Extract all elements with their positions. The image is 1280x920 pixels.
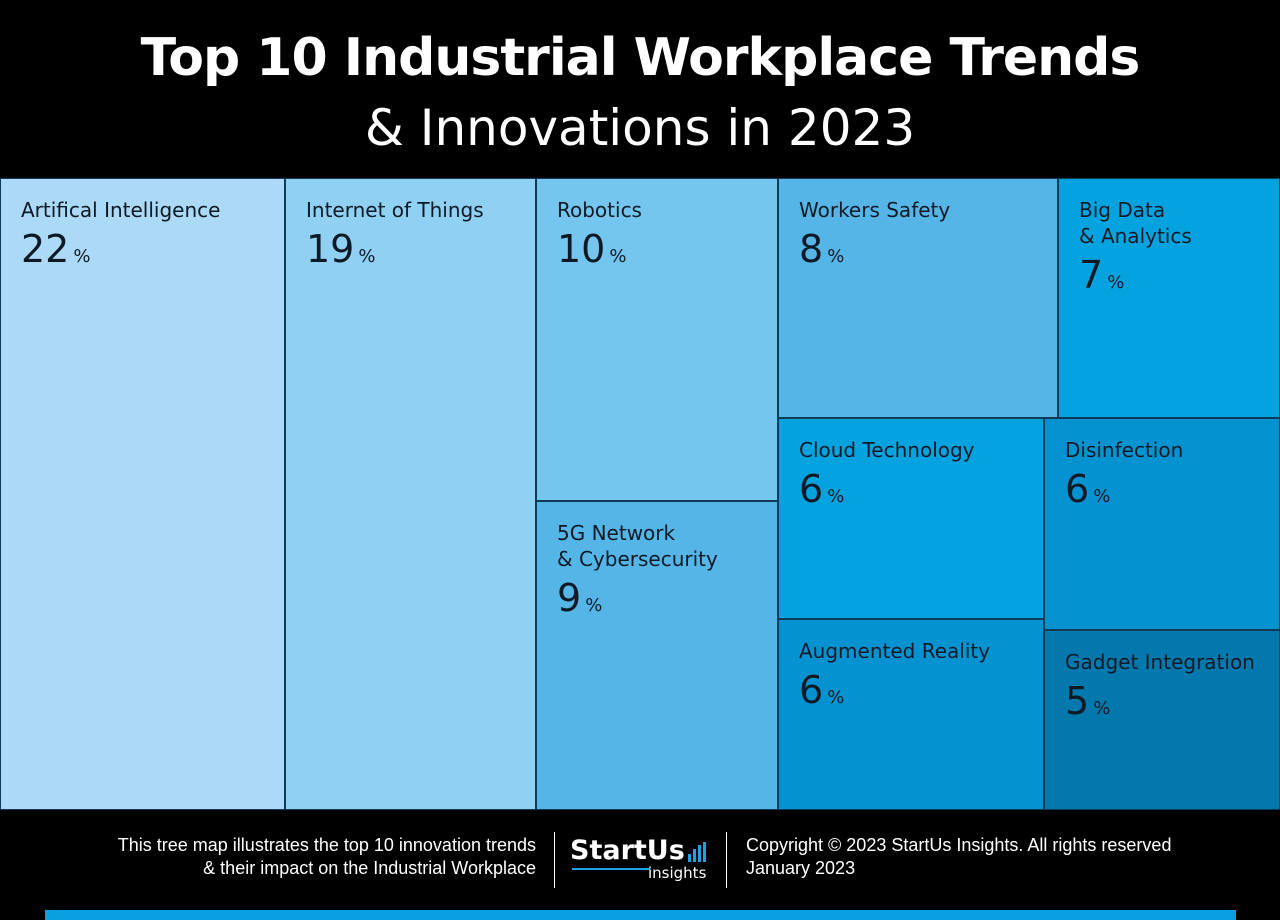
footer-divider-right	[726, 832, 727, 888]
treemap-value-number: 6	[1065, 467, 1090, 511]
startus-insights-logo[interactable]: StartUs insights	[570, 834, 720, 884]
footer-description-line2: & their impact on the Industrial Workpla…	[203, 858, 536, 878]
treemap-value: 8%	[799, 225, 1049, 281]
treemap-label: Big Data & Analytics 7%	[1079, 197, 1271, 307]
treemap-value-number: 22	[21, 227, 70, 271]
treemap-value-number: 6	[799, 467, 824, 511]
footer-copyright-block: Copyright © 2023 StartUs Insights. All r…	[746, 834, 1171, 880]
treemap-value-number: 19	[306, 227, 355, 271]
treemap-label: Augmented Reality 6%	[799, 638, 1035, 722]
percent-sign: %	[585, 595, 603, 616]
treemap-cell-disinfection: Disinfection 6%	[1044, 418, 1280, 630]
treemap-cell-robotics: Robotics 10%	[536, 178, 778, 501]
treemap-label: Workers Safety 8%	[799, 197, 1049, 281]
chart-subtitle: & Innovations in 2023	[364, 99, 916, 157]
footer-description: This tree map illustrates the top 10 inn…	[118, 834, 536, 880]
treemap-cell-artifical-intelligence: Artifical Intelligence 22%	[0, 178, 285, 810]
chart-title: Top 10 Industrial Workplace Trends	[140, 28, 1141, 88]
percent-sign: %	[1107, 272, 1125, 293]
treemap-label: Artifical Intelligence 22%	[21, 197, 276, 281]
percent-sign: %	[827, 246, 845, 267]
percent-sign: %	[827, 687, 845, 708]
treemap: Artifical Intelligence 22% Internet of Thi…	[0, 178, 1280, 810]
treemap-value: 10%	[557, 225, 769, 281]
treemap-cell-gadget-integration: Gadget Integration 5%	[1044, 630, 1280, 810]
treemap-value-number: 9	[557, 576, 582, 620]
treemap-label: Gadget Integration 5%	[1065, 649, 1271, 733]
copyright-text: Copyright © 2023 StartUs Insights. All r…	[746, 835, 1172, 855]
treemap-value-number: 10	[557, 227, 606, 271]
logo-wordmark: StartUs	[570, 835, 685, 866]
treemap-cell-augmented-reality: Augmented Reality 6%	[778, 619, 1044, 810]
treemap-value: 6%	[1065, 465, 1271, 521]
date-text: January 2023	[746, 858, 856, 878]
treemap-value: 9%	[557, 574, 769, 630]
treemap-value: 6%	[799, 465, 1035, 521]
treemap-label: Disinfection 6%	[1065, 437, 1271, 521]
treemap-cell-workers-safety: Workers Safety 8%	[778, 178, 1058, 418]
percent-sign: %	[609, 246, 627, 267]
percent-sign: %	[73, 246, 91, 267]
percent-sign: %	[1093, 486, 1111, 507]
treemap-value: 5%	[1065, 677, 1271, 733]
header: Top 10 Industrial Workplace Trends & Inn…	[0, 0, 1280, 178]
treemap-cell-5g-network-cybersecurity: 5G Network & Cybersecurity 9%	[536, 501, 778, 810]
treemap-label: 5G Network & Cybersecurity 9%	[557, 520, 769, 630]
logo-subtext: insights	[648, 864, 707, 882]
footer-divider-left	[554, 832, 555, 888]
treemap-label: Internet of Things 19%	[306, 197, 527, 281]
treemap-value: 19%	[306, 225, 527, 281]
treemap-value: 7%	[1079, 251, 1271, 307]
treemap-cell-internet-of-things: Internet of Things 19%	[285, 178, 536, 810]
percent-sign: %	[1093, 698, 1111, 719]
footer-description-line1: This tree map illustrates the top 10 inn…	[117, 835, 536, 855]
treemap-value: 6%	[799, 666, 1035, 722]
logo-underline	[572, 868, 650, 870]
treemap-value-number: 7	[1079, 253, 1104, 297]
treemap-value-number: 6	[799, 668, 824, 712]
treemap-label: Robotics 10%	[557, 197, 769, 281]
treemap-cell-big-data-analytics: Big Data & Analytics 7%	[1058, 178, 1280, 418]
footer-accent-bar	[45, 910, 1236, 920]
treemap-value-number: 5	[1065, 679, 1090, 723]
percent-sign: %	[358, 246, 376, 267]
treemap-label: Cloud Technology 6%	[799, 437, 1035, 521]
treemap-cell-cloud-technology: Cloud Technology 6%	[778, 418, 1044, 619]
percent-sign: %	[827, 486, 845, 507]
treemap-value: 22%	[21, 225, 276, 281]
footer: This tree map illustrates the top 10 inn…	[0, 810, 1280, 920]
treemap-value-number: 8	[799, 227, 824, 271]
bar-chart-icon	[688, 842, 710, 862]
